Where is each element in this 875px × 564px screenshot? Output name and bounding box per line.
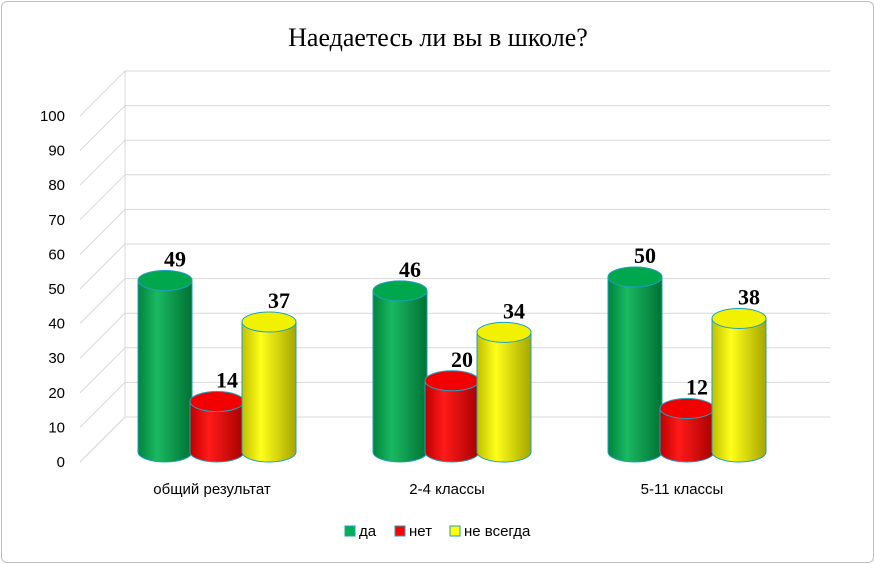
data-label: 14 bbox=[216, 368, 238, 393]
y-tick-label: 0 bbox=[57, 454, 65, 471]
bar-body bbox=[137, 279, 193, 463]
bar-top bbox=[476, 321, 532, 343]
legend-swatch bbox=[449, 525, 461, 537]
bar-нет-2 bbox=[659, 397, 715, 463]
y-tick-label: 10 bbox=[48, 419, 65, 436]
data-label: 49 bbox=[164, 246, 186, 271]
gridline-diagonal bbox=[79, 347, 126, 394]
legend-label: да bbox=[359, 523, 377, 540]
x-category-label: 2-4 классы bbox=[409, 481, 484, 498]
bar-top bbox=[137, 269, 193, 291]
y-tick-label: 60 bbox=[48, 246, 65, 263]
chart-bars bbox=[137, 266, 767, 463]
gridline-diagonal bbox=[79, 243, 126, 290]
legend-item-нет: нет bbox=[394, 523, 432, 540]
data-label: 12 bbox=[686, 374, 708, 399]
bar-top bbox=[607, 266, 663, 288]
gridline-diagonal bbox=[79, 312, 126, 359]
y-tick-label: 20 bbox=[48, 385, 65, 402]
data-label: 37 bbox=[268, 288, 290, 313]
y-tick-label: 30 bbox=[48, 350, 65, 367]
x-category-label: общий результат bbox=[153, 481, 271, 498]
legend-label: нет bbox=[409, 523, 432, 540]
bar-body bbox=[607, 276, 663, 463]
legend-label: не всегда bbox=[464, 523, 531, 540]
legend-swatch bbox=[344, 525, 356, 537]
gridline-diagonal bbox=[79, 174, 126, 221]
y-tick-label: 40 bbox=[48, 316, 65, 333]
bar-не-всегда-2 bbox=[711, 308, 767, 463]
gridline-diagonal bbox=[79, 382, 126, 428]
data-labels: 49 14 37 46 20 34 50 12 38 bbox=[164, 243, 760, 399]
chart-legend: да нет не всегда bbox=[344, 523, 531, 540]
bar-top bbox=[424, 370, 480, 392]
bar-body bbox=[476, 331, 532, 463]
bar-body bbox=[372, 290, 428, 463]
bar-не-всегда-1 bbox=[476, 321, 532, 463]
y-tick-label: 70 bbox=[48, 212, 65, 229]
bar-body bbox=[424, 380, 480, 463]
legend-item-да: да bbox=[344, 523, 377, 540]
y-tick-label: 80 bbox=[48, 177, 65, 194]
gridline-diagonal bbox=[79, 105, 126, 151]
gridline-diagonal bbox=[79, 70, 126, 117]
gridline-diagonal bbox=[79, 139, 126, 186]
bar-body bbox=[711, 318, 767, 463]
bar-top bbox=[711, 308, 767, 330]
data-label: 34 bbox=[503, 298, 525, 323]
y-tick-label: 50 bbox=[48, 281, 65, 298]
data-label: 38 bbox=[738, 285, 760, 310]
bar-top bbox=[189, 391, 245, 413]
bar-top bbox=[659, 397, 715, 419]
bar-да-2 bbox=[607, 266, 663, 463]
bar-нет-1 bbox=[424, 370, 480, 463]
data-label: 20 bbox=[451, 347, 473, 372]
gridline-diagonal bbox=[79, 416, 126, 463]
legend-item-не-всегда: не всегда bbox=[449, 523, 531, 540]
x-category-label: 5-11 классы bbox=[641, 481, 724, 498]
bar-top bbox=[372, 280, 428, 302]
data-label: 50 bbox=[634, 243, 656, 268]
legend-swatch bbox=[394, 525, 406, 537]
bar-top bbox=[241, 311, 297, 333]
bar-да-0 bbox=[137, 269, 193, 463]
chart-title: Наедаетесь ли вы в школе? bbox=[288, 23, 588, 52]
y-tick-label: 100 bbox=[40, 108, 65, 125]
bar-да-1 bbox=[372, 280, 428, 463]
x-axis-categories: общий результат 2-4 классы 5-11 классы bbox=[153, 481, 723, 498]
y-tick-label: 90 bbox=[48, 143, 65, 160]
bar-не-всегда-0 bbox=[241, 311, 297, 463]
bar-нет-0 bbox=[189, 391, 245, 463]
bar-body bbox=[241, 321, 297, 463]
gridline-diagonal bbox=[79, 278, 126, 324]
y-axis-ticks: 0 10 20 30 40 50 60 70 80 90 100 bbox=[40, 108, 65, 471]
gridline-diagonal bbox=[79, 209, 126, 255]
data-label: 46 bbox=[399, 257, 421, 282]
